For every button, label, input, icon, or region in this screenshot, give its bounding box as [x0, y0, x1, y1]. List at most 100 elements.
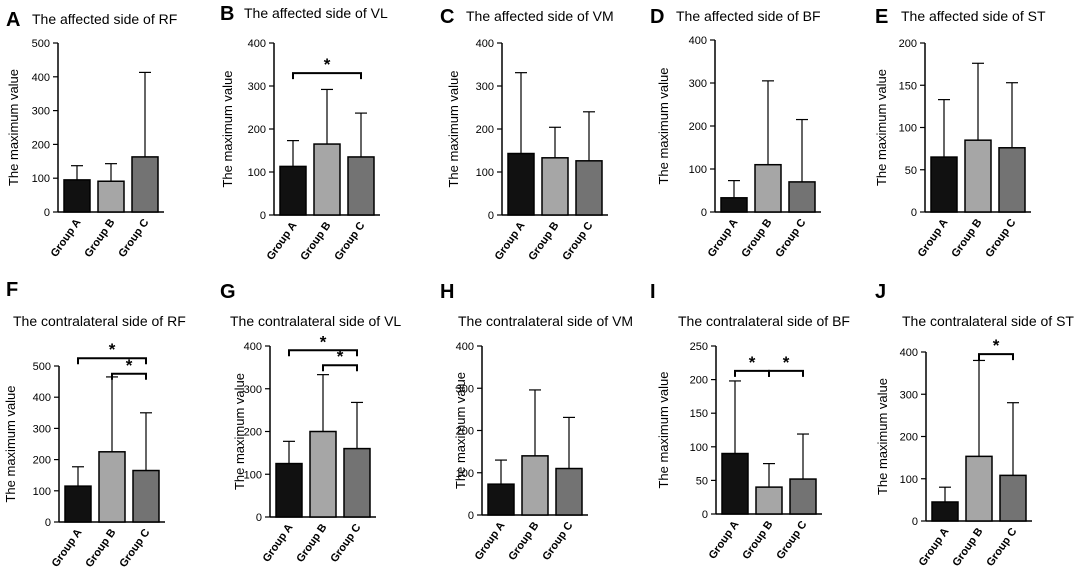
bar-group-a: [487, 483, 515, 516]
y-tick-label: 200: [244, 427, 262, 439]
panel-c: C The affected side of VM The maximum valu…: [440, 6, 614, 263]
bar-group-b: [97, 180, 125, 213]
significance-bracket: [77, 357, 147, 365]
y-tick-label: 400: [456, 341, 474, 353]
category-label: Group B: [82, 217, 117, 260]
bar-group-c: [999, 474, 1027, 522]
category-label: Group B: [506, 520, 541, 563]
y-tick-label: 200: [456, 426, 474, 438]
category-label: Group A: [916, 217, 951, 260]
y-tick-label: 300: [456, 383, 474, 395]
category-label: Group A: [50, 527, 85, 570]
category-label: Group C: [117, 527, 152, 570]
y-tick-label: 300: [689, 78, 707, 90]
y-tick-label: 250: [690, 341, 708, 353]
y-axis-label: The maximum value: [3, 385, 18, 502]
bar-group-c: [789, 478, 817, 515]
bar-group-a: [930, 156, 958, 213]
panel-letter: A: [6, 9, 20, 31]
significance-bracket: [768, 369, 804, 377]
category-label: Group B: [83, 527, 118, 570]
y-tick-label: 300: [32, 106, 50, 118]
panel-title: The contralateral side of RF: [13, 313, 186, 329]
y-tick-label: 150: [899, 80, 917, 92]
bar-group-b: [521, 455, 549, 516]
panel-letter: J: [875, 281, 886, 303]
bar-group-a: [279, 165, 307, 216]
bar-group-c: [347, 156, 375, 216]
y-tick-label: 0: [701, 207, 707, 219]
y-tick-label: 400: [900, 347, 918, 359]
y-tick-label: 100: [248, 167, 266, 179]
y-axis-label: The maximum value: [232, 373, 247, 490]
bar-group-a: [721, 452, 749, 515]
bar-group-b: [964, 139, 992, 213]
category-label: Group C: [560, 220, 595, 263]
y-tick-label: 300: [476, 81, 494, 93]
significance-star: *: [109, 340, 116, 359]
y-axis-label: The maximum value: [446, 70, 461, 187]
y-tick-label: 100: [689, 164, 707, 176]
y-tick-label: 200: [900, 432, 918, 444]
category-label: Group C: [774, 519, 809, 562]
bar-group-c: [788, 181, 816, 213]
y-tick-label: 200: [476, 124, 494, 136]
bar-group-b: [98, 451, 126, 523]
significance-star: *: [126, 356, 133, 375]
bar-group-c: [343, 447, 371, 518]
y-tick-label: 200: [32, 139, 50, 151]
panel-letter: E: [875, 6, 888, 28]
y-tick-label: 0: [256, 512, 262, 524]
bar-group-a: [63, 179, 91, 213]
y-tick-label: 50: [905, 165, 917, 177]
y-tick-label: 200: [899, 38, 917, 50]
significance-star: *: [783, 353, 790, 372]
significance-bracket: [978, 353, 1014, 361]
panel-j: J The contralateral side of ST The maximum…: [875, 281, 1074, 569]
y-tick-label: 400: [689, 35, 707, 47]
y-axis-label: The maximum value: [656, 371, 671, 488]
category-label: Group C: [328, 522, 363, 565]
category-label: Group A: [917, 526, 952, 569]
panel-letter: C: [440, 6, 454, 28]
panel-d: D The affected side of BF The maximum valu…: [650, 6, 821, 260]
panel-title: The affected side of VL: [244, 5, 388, 21]
bar-group-a: [64, 485, 92, 523]
bar-group-a: [720, 197, 748, 213]
bar-group-c: [132, 469, 160, 523]
category-label: Group B: [950, 526, 985, 569]
category-label: Group C: [984, 526, 1019, 569]
bar-group-b: [755, 486, 783, 515]
y-tick-label: 300: [244, 384, 262, 396]
bar-group-b: [754, 163, 782, 213]
category-label: Group A: [706, 217, 741, 260]
y-tick-label: 400: [33, 392, 51, 404]
y-tick-label: 100: [33, 486, 51, 498]
panel-title: The contralateral side of BF: [678, 313, 850, 329]
panel-title: The contralateral side of VL: [230, 313, 401, 329]
y-tick-label: 200: [33, 455, 51, 467]
y-tick-label: 0: [45, 517, 51, 529]
bar-group-c: [555, 467, 583, 516]
y-axis-label: The maximum value: [220, 70, 235, 187]
bar-group-b: [541, 157, 569, 216]
y-tick-label: 400: [248, 38, 266, 50]
category-label: Group A: [261, 522, 296, 565]
category-label: Group C: [332, 220, 367, 263]
y-tick-label: 200: [689, 121, 707, 133]
panel-f: F The contralateral side of RF The maximum…: [3, 279, 186, 570]
panel-letter: H: [440, 281, 454, 303]
significance-bracket: [292, 72, 362, 80]
panel-a: A The affected side of RF The maximum valu…: [6, 9, 177, 260]
significance-bracket: [288, 349, 358, 357]
category-label: Group B: [949, 217, 984, 260]
y-tick-label: 100: [456, 468, 474, 480]
panel-e: E The affected side of ST The maximum valu…: [874, 6, 1046, 260]
y-tick-label: 500: [32, 38, 50, 50]
bar-group-a: [507, 152, 535, 216]
category-label: Group A: [49, 217, 84, 260]
bar-group-b: [965, 455, 993, 522]
panel-title: The affected side of ST: [901, 8, 1046, 24]
y-tick-label: 0: [488, 210, 494, 222]
significance-star: *: [320, 332, 327, 351]
